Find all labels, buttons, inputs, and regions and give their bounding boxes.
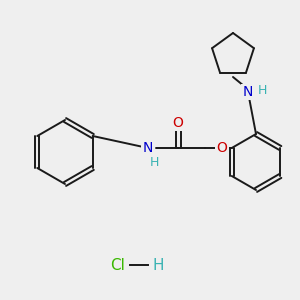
Text: N: N [243,85,253,99]
Text: O: O [217,141,227,155]
Text: Cl: Cl [111,257,125,272]
Text: H: H [257,83,267,97]
Text: H: H [149,155,159,169]
Text: H: H [152,257,164,272]
Text: N: N [143,141,153,155]
Text: O: O [172,116,183,130]
